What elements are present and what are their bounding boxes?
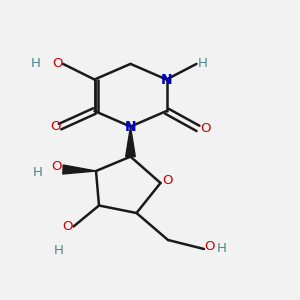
Text: O: O xyxy=(162,173,172,187)
Text: H: H xyxy=(217,242,227,256)
Text: O: O xyxy=(52,57,63,70)
Text: H: H xyxy=(54,244,63,257)
Text: N: N xyxy=(161,73,172,86)
Text: O: O xyxy=(50,120,61,133)
Text: O: O xyxy=(200,122,211,135)
Text: H: H xyxy=(198,57,208,70)
Text: H: H xyxy=(33,166,42,179)
Text: H: H xyxy=(31,57,41,70)
Text: O: O xyxy=(62,220,73,233)
Text: O: O xyxy=(52,160,62,173)
Text: N: N xyxy=(125,120,136,134)
Polygon shape xyxy=(126,127,135,157)
Text: O: O xyxy=(204,239,215,253)
Polygon shape xyxy=(63,165,96,174)
